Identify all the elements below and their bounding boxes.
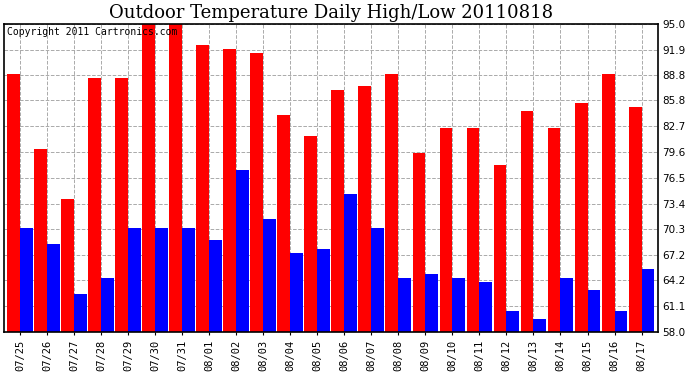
Bar: [264, 219, 277, 332]
Bar: [317, 249, 331, 332]
Bar: [8, 74, 21, 332]
Bar: [290, 253, 304, 332]
Bar: [560, 278, 573, 332]
Bar: [128, 228, 141, 332]
Bar: [440, 128, 453, 332]
Bar: [629, 107, 642, 332]
Bar: [615, 311, 627, 332]
Bar: [466, 128, 480, 332]
Bar: [48, 244, 60, 332]
Bar: [115, 78, 128, 332]
Bar: [155, 228, 168, 332]
Bar: [21, 228, 33, 332]
Bar: [548, 128, 560, 332]
Bar: [426, 274, 438, 332]
Bar: [344, 195, 357, 332]
Bar: [170, 15, 182, 332]
Bar: [142, 24, 155, 332]
Bar: [602, 74, 615, 332]
Bar: [371, 228, 384, 332]
Bar: [250, 53, 264, 332]
Bar: [533, 320, 546, 332]
Bar: [304, 136, 317, 332]
Bar: [277, 116, 290, 332]
Bar: [182, 228, 195, 332]
Bar: [210, 240, 222, 332]
Bar: [331, 90, 344, 332]
Bar: [493, 165, 506, 332]
Bar: [359, 86, 371, 332]
Bar: [480, 282, 493, 332]
Text: Copyright 2011 Cartronics.com: Copyright 2011 Cartronics.com: [8, 27, 178, 37]
Bar: [237, 170, 249, 332]
Bar: [520, 111, 533, 332]
Bar: [88, 78, 101, 332]
Bar: [575, 103, 587, 332]
Bar: [506, 311, 520, 332]
Bar: [453, 278, 466, 332]
Bar: [642, 270, 655, 332]
Bar: [413, 153, 426, 332]
Bar: [587, 290, 600, 332]
Title: Outdoor Temperature Daily High/Low 20110818: Outdoor Temperature Daily High/Low 20110…: [109, 4, 553, 22]
Bar: [75, 294, 88, 332]
Bar: [398, 278, 411, 332]
Bar: [197, 45, 210, 332]
Bar: [34, 148, 48, 332]
Bar: [61, 199, 75, 332]
Bar: [101, 278, 115, 332]
Bar: [224, 49, 237, 332]
Bar: [386, 74, 398, 332]
